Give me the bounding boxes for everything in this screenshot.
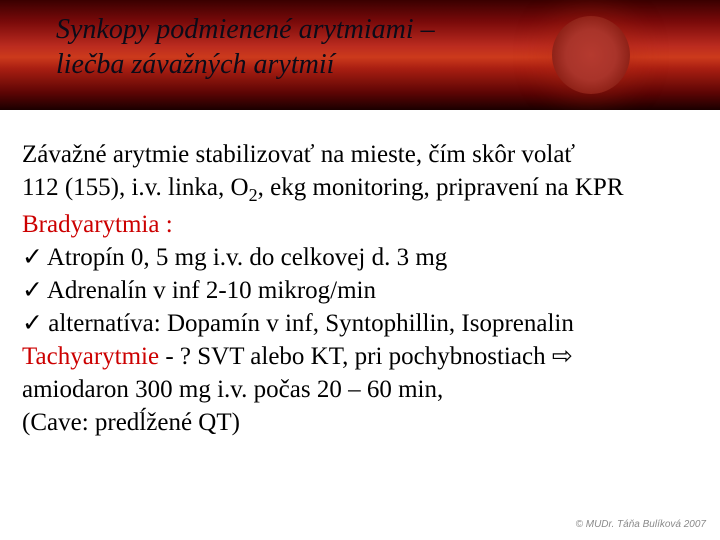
slide-header: Synkopy podmienené arytmiami – liečba zá… — [0, 0, 720, 110]
body-line-9: (Cave: predĺžené QT) — [22, 406, 702, 439]
check-icon: ✓ — [22, 241, 42, 274]
body-line-1: Závažné arytmie stabilizovať na mieste, … — [22, 138, 702, 171]
body-line-4: ✓ Atropín 0, 5 mg i.v. do celkovej d. 3 … — [22, 241, 702, 274]
body-line-2b: , ekg monitoring, pripravení na KPR — [258, 174, 624, 201]
tachyarytmie-label: Tachyarytmie — [22, 343, 159, 370]
slide-body: Závažné arytmie stabilizovať na mieste, … — [22, 138, 702, 439]
check-icon: ✓ — [22, 307, 42, 340]
bullet-atropin: Atropín 0, 5 mg i.v. do celkovej d. 3 mg — [42, 244, 447, 271]
arrow-icon: ⇨ — [552, 340, 573, 373]
sun-graphic — [552, 16, 630, 94]
body-line-7: Tachyarytmie - ? SVT alebo KT, pri pochy… — [22, 340, 702, 373]
body-line-2: 112 (155), i.v. linka, O2, ekg monitorin… — [22, 171, 702, 208]
bradyarytmia-label: Bradyarytmia : — [22, 211, 173, 238]
o2-subscript: 2 — [249, 185, 258, 205]
body-line-8: amiodaron 300 mg i.v. počas 20 – 60 min, — [22, 373, 702, 406]
copyright-footer: © MUDr. Táňa Bulíková 2007 — [576, 519, 706, 530]
title-line-2: liečba závažných arytmií — [56, 49, 334, 80]
tachy-text: - ? SVT alebo KT, pri pochybnostiach — [159, 343, 552, 370]
body-line-5: ✓ Adrenalín v inf 2-10 mikrog/min — [22, 274, 702, 307]
body-line-3: Bradyarytmia : — [22, 208, 702, 241]
body-line-6: ✓ alternatíva: Dopamín v inf, Syntophill… — [22, 307, 702, 340]
bullet-alternativa: alternatíva: Dopamín v inf, Syntophillin… — [42, 310, 574, 337]
body-line-2a: 112 (155), i.v. linka, O — [22, 174, 249, 201]
title-line-1: Synkopy podmienené arytmiami – — [56, 14, 435, 45]
bullet-adrenalin: Adrenalín v inf 2-10 mikrog/min — [42, 277, 376, 304]
check-icon: ✓ — [22, 274, 42, 307]
slide-title: Synkopy podmienené arytmiami – liečba zá… — [56, 12, 435, 82]
